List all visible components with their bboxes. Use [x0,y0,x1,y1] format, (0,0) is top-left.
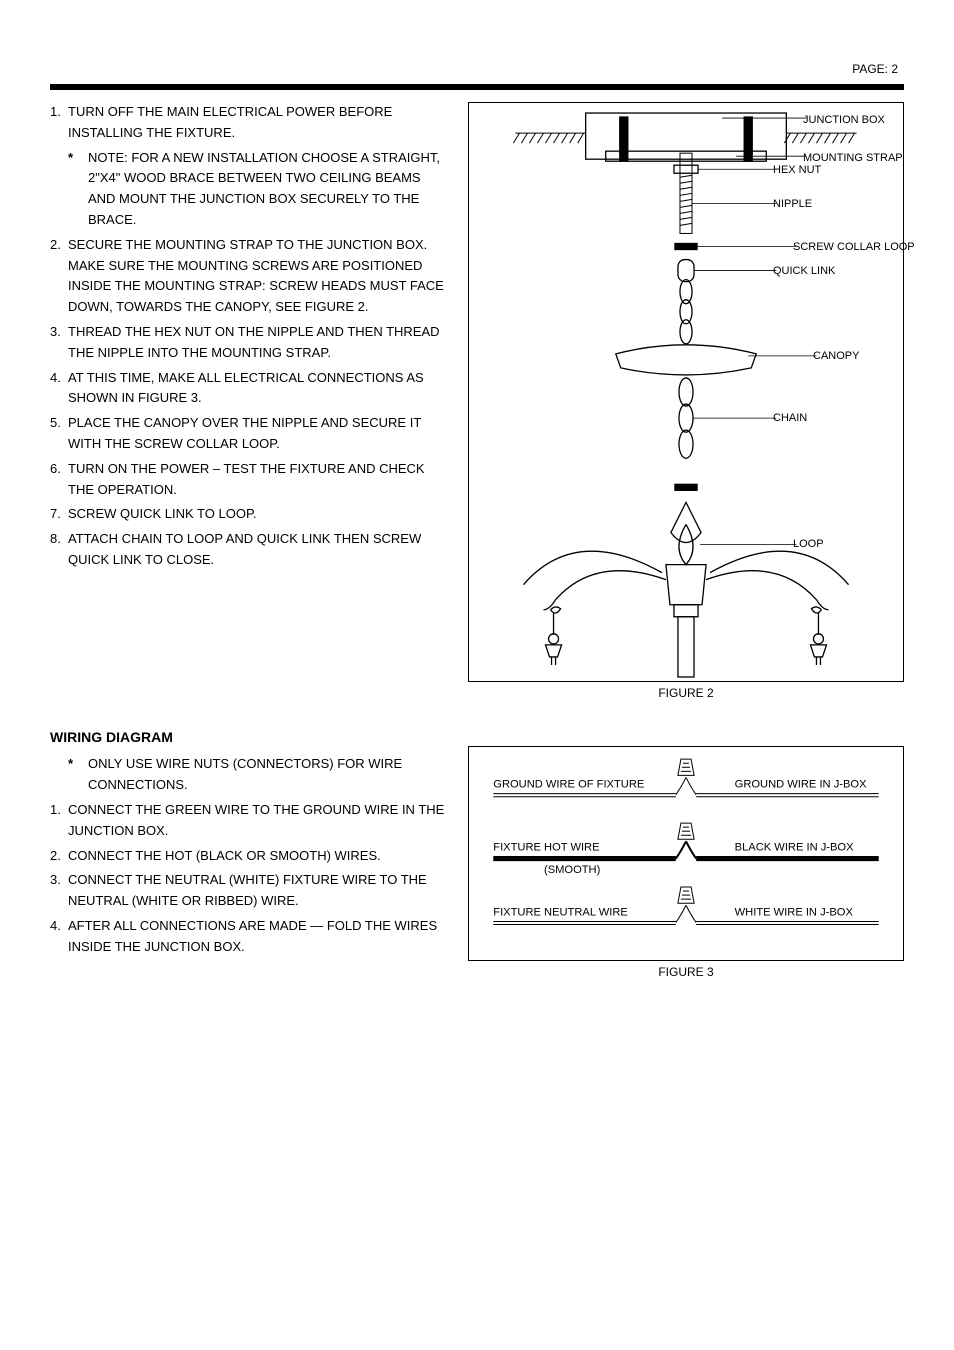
wstep-4: 4. AFTER ALL CONNECTIONS ARE MADE — FOLD… [50,916,450,962]
label-junction-box: JUNCTION BOX [803,114,885,126]
section-1-text: 1. TURN OFF THE MAIN ELECTRICAL POWER BE… [50,102,450,700]
step-1: 1. TURN OFF THE MAIN ELECTRICAL POWER BE… [50,102,450,148]
w2-right: BLACK WIRE IN J-BOX [735,841,854,853]
figure-2-caption: FIGURE 2 [468,686,904,700]
w3-left: FIXTURE NEUTRAL WIRE [493,906,628,918]
figure-3-col: GROUND WIRE OF FIXTURE GROUND WIRE IN J-… [468,726,904,979]
step-num: 3. [50,322,68,364]
wstep-2: 2. CONNECT THE HOT (BLACK OR SMOOTH) WIR… [50,846,450,871]
figure-2-svg [469,103,903,681]
note-text: ONLY USE WIRE NUTS (CONNECTORS) FOR WIRE… [88,754,450,796]
w1-left: GROUND WIRE OF FIXTURE [493,779,644,791]
step-num: 2. [50,235,68,318]
step-3: 3. THREAD THE HEX NUT ON THE NIPPLE AND … [50,322,450,368]
label-quick-link: QUICK LINK [773,265,835,277]
step-num: 8. [50,529,68,571]
step-num: 1. [50,800,68,842]
step-num: 4. [50,368,68,410]
step-4: 4. AT THIS TIME, MAKE ALL ELECTRICAL CON… [50,368,450,414]
w1-right: GROUND WIRE IN J-BOX [735,779,867,791]
wstep-1: 1. CONNECT THE GREEN WIRE TO THE GROUND … [50,800,450,846]
step-text: AT THIS TIME, MAKE ALL ELECTRICAL CONNEC… [68,368,450,410]
label-screw-collar-loop: SCREW COLLAR LOOP [793,241,915,253]
w3-right: WHITE WIRE IN J-BOX [735,906,854,918]
step-8: 8. ATTACH CHAIN TO LOOP AND QUICK LINK T… [50,529,450,575]
step-text: SECURE THE MOUNTING STRAP TO THE JUNCTIO… [68,235,450,318]
step-text: CONNECT THE NEUTRAL (WHITE) FIXTURE WIRE… [68,870,450,912]
label-canopy: CANOPY [813,350,859,362]
note-star: * [68,754,88,796]
step-num: 5. [50,413,68,455]
step-2: 2. SECURE THE MOUNTING STRAP TO THE JUNC… [50,235,450,322]
step-5: 5. PLACE THE CANOPY OVER THE NIPPLE AND … [50,413,450,459]
step-num: 3. [50,870,68,912]
page-number: PAGE: 2 [852,62,898,76]
step-7: 7. SCREW QUICK LINK TO LOOP. [50,504,450,529]
step-text: AFTER ALL CONNECTIONS ARE MADE — FOLD TH… [68,916,450,958]
figure-3-caption: FIGURE 3 [468,965,904,979]
section-2: WIRING DIAGRAM * ONLY USE WIRE NUTS (CON… [50,726,904,979]
page-content: 1. TURN OFF THE MAIN ELECTRICAL POWER BE… [50,102,904,979]
step-6: 6. TURN ON THE POWER – TEST THE FIXTURE … [50,459,450,505]
note-2: * ONLY USE WIRE NUTS (CONNECTORS) FOR WI… [50,754,450,800]
label-mounting-strap: MOUNTING STRAP [803,152,903,164]
label-nipple: NIPPLE [773,198,812,210]
w2-left-sub: (SMOOTH) [544,864,601,876]
step-text: SCREW QUICK LINK TO LOOP. [68,504,450,525]
figure-2-box: JUNCTION BOX MOUNTING STRAP HEX NUT NIPP… [468,102,904,682]
figure-3-box: GROUND WIRE OF FIXTURE GROUND WIRE IN J-… [468,746,904,961]
label-chain: CHAIN [773,412,807,424]
step-text: CONNECT THE GREEN WIRE TO THE GROUND WIR… [68,800,450,842]
step-num: 7. [50,504,68,525]
step-num: 1. [50,102,68,144]
step-text: PLACE THE CANOPY OVER THE NIPPLE AND SEC… [68,413,450,455]
step-num: 6. [50,459,68,501]
label-hex-nut: HEX NUT [773,164,821,176]
step-text: ATTACH CHAIN TO LOOP AND QUICK LINK THEN… [68,529,450,571]
header-rule [50,84,904,90]
note-text: NOTE: FOR A NEW INSTALLATION CHOOSE A ST… [88,148,450,231]
section-1: 1. TURN OFF THE MAIN ELECTRICAL POWER BE… [50,102,904,700]
step-text: TURN OFF THE MAIN ELECTRICAL POWER BEFOR… [68,102,450,144]
note-star: * [68,148,88,231]
step-text: CONNECT THE HOT (BLACK OR SMOOTH) WIRES. [68,846,450,867]
figure-2-col: JUNCTION BOX MOUNTING STRAP HEX NUT NIPP… [468,102,904,700]
step-text: TURN ON THE POWER – TEST THE FIXTURE AND… [68,459,450,501]
step-num: 4. [50,916,68,958]
figure-3-svg: GROUND WIRE OF FIXTURE GROUND WIRE IN J-… [469,747,903,960]
wstep-3: 3. CONNECT THE NEUTRAL (WHITE) FIXTURE W… [50,870,450,916]
section-2-text: WIRING DIAGRAM * ONLY USE WIRE NUTS (CON… [50,726,450,979]
step-num: 2. [50,846,68,867]
wiring-heading: WIRING DIAGRAM [50,726,450,748]
w2-left: FIXTURE HOT WIRE [493,841,599,853]
step-text: THREAD THE HEX NUT ON THE NIPPLE AND THE… [68,322,450,364]
note-1: * NOTE: FOR A NEW INSTALLATION CHOOSE A … [50,148,450,235]
label-loop: LOOP [793,538,824,550]
